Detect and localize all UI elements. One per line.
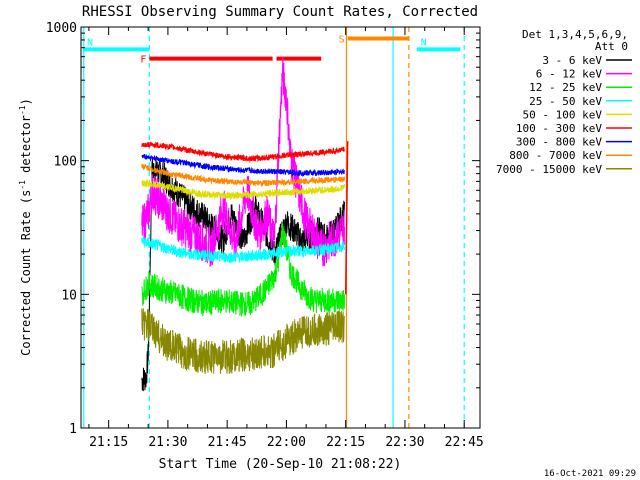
- legend-label-6: 100 - 300 keV: [516, 122, 602, 135]
- y-axis-label-part2: detector: [19, 115, 33, 180]
- legend-label-8: 800 - 7000 keV: [509, 149, 602, 162]
- legend-label-9: 7000 - 15000 keV: [496, 163, 602, 176]
- flag-label-s-4: S: [339, 35, 345, 46]
- flag-label-n-1: N: [87, 37, 93, 48]
- series-7-line: [141, 154, 345, 178]
- legend-label-4: 25 - 50 keV: [529, 95, 602, 108]
- y-tick-label-2: 10: [61, 288, 77, 303]
- chart-title: RHESSI Observing Summary Count Rates, Co…: [82, 4, 478, 20]
- x-tick-label-3: 21:45: [208, 435, 247, 450]
- y-tick-label-1: 1: [69, 422, 77, 437]
- x-axis-label: Start Time (20-Sep-10 21:08:22): [159, 457, 402, 472]
- y-axis-label-sup2: -1: [18, 105, 27, 115]
- series-9-line: [141, 308, 345, 375]
- plot-frame: [80, 26, 481, 429]
- y-axis-label-sup1: -1: [18, 180, 27, 190]
- footer-timestamp: 16-Oct-2021 09:29: [544, 469, 636, 479]
- series-2-line: [141, 56, 345, 267]
- plot-area: N N F S: [82, 27, 465, 428]
- series-8-line: [141, 163, 345, 188]
- series-rise-line: [344, 141, 349, 295]
- y-axis-label-part1: Corrected Count Rate (s: [19, 190, 33, 356]
- y-axis-label: Corrected Count Rate (s-1 detector-1): [18, 98, 33, 356]
- legend-label-1: 3 - 6 keV: [542, 54, 602, 67]
- x-tick-label-2: 21:30: [148, 435, 187, 450]
- y-axis-label-part3: ): [19, 98, 33, 105]
- x-tick-label-4: 22:00: [267, 435, 306, 450]
- x-tick-label-6: 22:30: [385, 435, 424, 450]
- legend-header-1: Det 1,3,4,5,6,9,: [522, 28, 628, 41]
- axes: 1 10 100 1000 21:15 21:30 21:45 22:00 22:15 22:30…: [46, 21, 484, 450]
- legend-label-3: 12 - 25 keV: [529, 81, 602, 94]
- flag-label-n-2: N: [421, 37, 427, 48]
- x-tick-label-7: 22:45: [445, 435, 484, 450]
- x-tick-label-1: 21:15: [89, 435, 128, 450]
- series-6-line: [141, 141, 345, 163]
- series-5-line: [141, 178, 345, 201]
- legend-label-2: 6 - 12 keV: [536, 68, 603, 81]
- y-tick-label-4: 1000: [46, 21, 77, 36]
- legend-label-5: 50 - 100 keV: [523, 108, 603, 121]
- legend-label-7: 300 - 800 keV: [516, 136, 602, 149]
- series-4-line: [141, 236, 345, 264]
- series-3-line: [141, 223, 345, 317]
- legend-header-2: Att 0: [595, 40, 628, 53]
- y-tick-label-3: 100: [54, 155, 77, 170]
- x-tick-label-5: 22:15: [326, 435, 365, 450]
- flag-label-f-3: F: [140, 55, 146, 66]
